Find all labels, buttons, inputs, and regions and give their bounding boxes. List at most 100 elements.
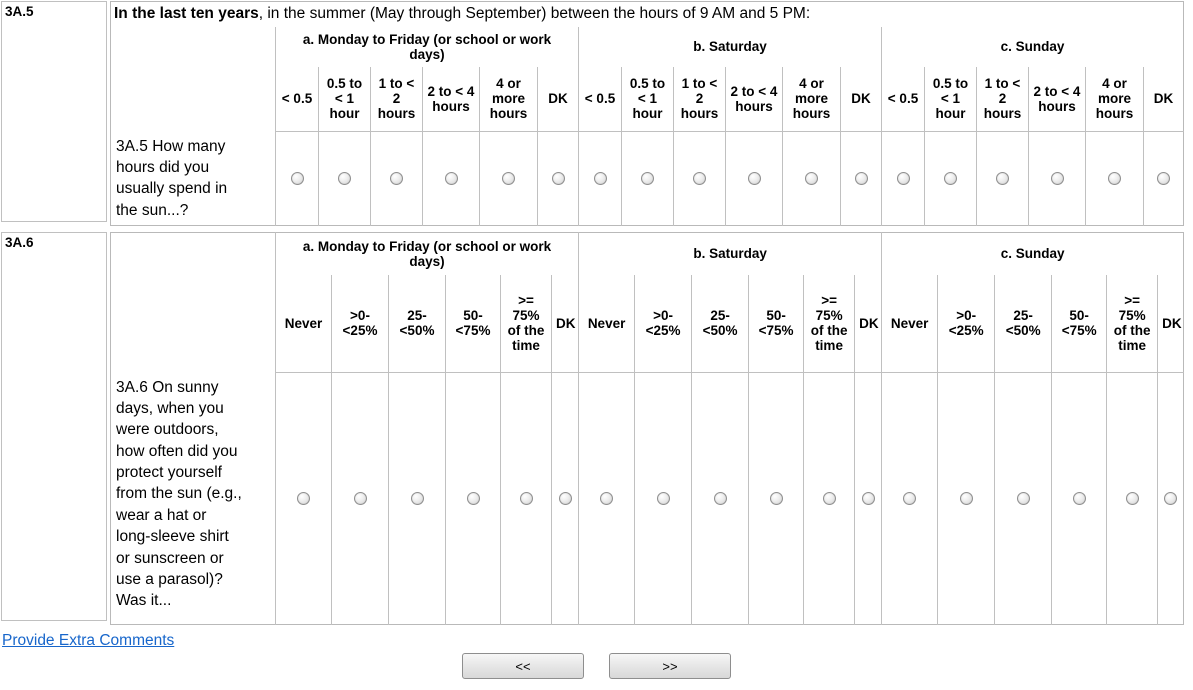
column-header: Never xyxy=(578,274,635,373)
column-header: >0-<25% xyxy=(331,274,389,373)
navigation-row: << >> xyxy=(1,653,1192,679)
radio-cell xyxy=(1085,131,1144,226)
radio-button[interactable] xyxy=(390,171,403,185)
column-header: >= 75% of the time xyxy=(803,274,855,373)
instruction-rest: , in the summer (May through September) … xyxy=(258,5,811,22)
column-header: DK xyxy=(1157,274,1184,373)
radio-button[interactable] xyxy=(338,171,351,185)
group-header-weekdays: a. Monday to Friday (or school or work d… xyxy=(274,232,579,275)
radio-button[interactable] xyxy=(1072,491,1086,505)
radio-cell xyxy=(725,131,783,226)
radio-button[interactable] xyxy=(713,491,727,505)
group-header-weekdays: a. Monday to Friday (or school or work d… xyxy=(275,26,579,67)
radio-cell xyxy=(275,131,319,226)
radio-cell xyxy=(537,131,579,226)
next-page-button[interactable]: >> xyxy=(609,653,731,679)
radio-button[interactable] xyxy=(410,491,424,505)
radio-cell xyxy=(881,131,925,226)
radio-button[interactable] xyxy=(444,171,458,185)
answer-grid-3a6: a. Monday to Friday (or school or work d… xyxy=(110,232,1185,625)
column-header: < 0.5 xyxy=(881,66,925,132)
radio-cell xyxy=(1028,131,1086,226)
radio-button[interactable] xyxy=(996,171,1009,185)
radio-cell xyxy=(388,372,446,625)
radio-button[interactable] xyxy=(600,491,614,505)
radio-button[interactable] xyxy=(693,171,706,185)
radio-button[interactable] xyxy=(1050,171,1064,185)
column-header: DK xyxy=(537,66,579,132)
radio-button[interactable] xyxy=(747,171,761,185)
radio-button[interactable] xyxy=(502,171,515,185)
radio-cell xyxy=(840,131,882,226)
radio-cell xyxy=(691,372,749,625)
instruction-bold: In the last ten years xyxy=(114,5,259,22)
radio-button[interactable] xyxy=(1125,491,1139,505)
radio-cell xyxy=(422,131,480,226)
radio-button[interactable] xyxy=(656,491,670,505)
radio-cell xyxy=(479,131,538,226)
question-block-3a5: 3A.5 In the last ten years, in the summe… xyxy=(1,1,1192,226)
radio-button[interactable] xyxy=(903,491,917,505)
radio-button[interactable] xyxy=(593,171,607,185)
column-header: 25-<50% xyxy=(994,274,1052,373)
column-header: Never xyxy=(881,274,938,373)
column-header: >= 75% of the time xyxy=(500,274,552,373)
column-header: >= 75% of the time xyxy=(1106,274,1158,373)
previous-page-button[interactable]: << xyxy=(462,653,584,679)
column-header: 2 to < 4 hours xyxy=(422,66,480,132)
column-header: 1 to < 2 hours xyxy=(976,66,1029,132)
group-header-sunday: c. Sunday xyxy=(880,26,1184,67)
column-header: 2 to < 4 hours xyxy=(1028,66,1086,132)
column-header: 50-<75% xyxy=(1051,274,1107,373)
radio-button[interactable] xyxy=(959,491,973,505)
radio-cell xyxy=(748,372,804,625)
radio-cell xyxy=(445,372,501,625)
column-header: 0.5 to < 1 hour xyxy=(318,66,371,132)
radio-button[interactable] xyxy=(944,171,957,185)
radio-button[interactable] xyxy=(558,491,572,505)
question-number-3a6: 3A.6 xyxy=(1,232,107,621)
column-header: DK xyxy=(1142,66,1184,132)
column-header: 4 or more hours xyxy=(479,66,538,132)
radio-cell xyxy=(937,372,995,625)
radio-button[interactable] xyxy=(1108,171,1121,185)
provide-extra-comments-link[interactable]: Provide Extra Comments xyxy=(2,632,175,649)
column-header: DK xyxy=(550,274,579,373)
question-text-3a6: 3A.6 On sunny days, when you were outdoo… xyxy=(116,378,242,610)
column-header: 1 to < 2 hours xyxy=(673,66,726,132)
radio-cell xyxy=(275,372,332,625)
radio-button[interactable] xyxy=(641,171,654,185)
answer-grid-3a5: In the last ten years, in the summer (Ma… xyxy=(110,1,1185,226)
radio-button[interactable] xyxy=(353,491,367,505)
radio-button[interactable] xyxy=(896,171,910,185)
radio-button[interactable] xyxy=(519,491,533,505)
radio-button[interactable] xyxy=(822,491,836,505)
radio-cell xyxy=(500,372,552,625)
radio-button[interactable] xyxy=(466,491,480,505)
radio-button[interactable] xyxy=(1157,171,1170,185)
radio-button[interactable] xyxy=(769,491,783,505)
column-header: 0.5 to < 1 hour xyxy=(924,66,977,132)
column-header: >0-<25% xyxy=(937,274,995,373)
column-header: DK xyxy=(840,66,882,132)
column-header: 25-<50% xyxy=(388,274,446,373)
column-header: DK xyxy=(854,274,882,373)
radio-button[interactable] xyxy=(297,491,310,505)
radio-button[interactable] xyxy=(1016,491,1030,505)
radio-cell xyxy=(924,131,977,226)
radio-cell xyxy=(1142,131,1184,226)
column-header: 0.5 to < 1 hour xyxy=(621,66,674,132)
question-block-3a6: 3A.6 a. Monday to Friday (or school or w… xyxy=(1,232,1192,625)
footer-link-row: Provide Extra Comments xyxy=(2,632,1192,650)
column-header: Never xyxy=(275,274,332,373)
radio-button[interactable] xyxy=(861,491,875,505)
radio-cell xyxy=(318,131,371,226)
radio-button[interactable] xyxy=(551,171,565,185)
radio-cell xyxy=(1051,372,1107,625)
radio-button[interactable] xyxy=(290,171,304,185)
radio-button[interactable] xyxy=(854,171,868,185)
radio-button[interactable] xyxy=(1164,491,1178,505)
radio-button[interactable] xyxy=(805,171,818,185)
radio-cell xyxy=(881,372,938,625)
radio-cell xyxy=(550,372,579,625)
